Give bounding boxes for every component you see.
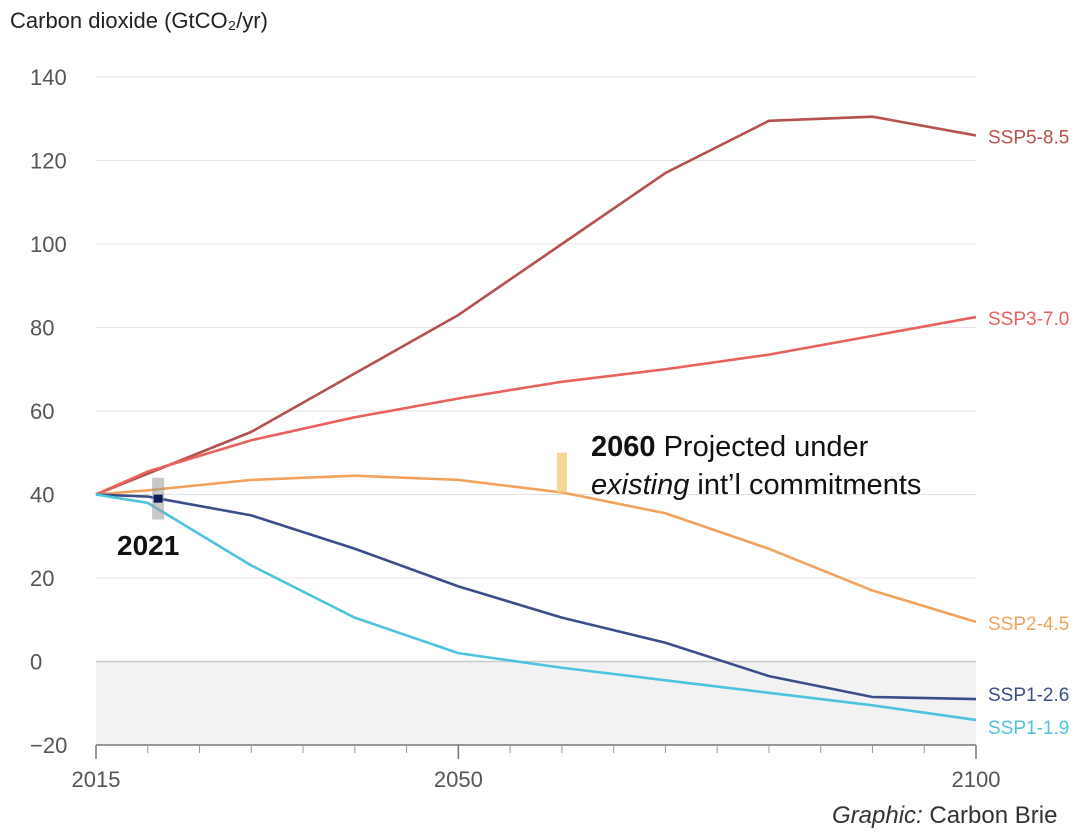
annotation-2060-year: 2060 [591,431,656,463]
series-label-ssp2-4.5: SSP2-4.5 [988,614,1069,635]
y-tick-label: −20 [30,733,67,758]
series-label-ssp1-1.9: SSP1-1.9 [988,718,1069,739]
y-tick-label: 100 [30,232,67,257]
graphic-credit: Graphic: Carbon Brie [832,802,1057,830]
credit-prefix: Graphic: [832,802,923,829]
annotation-2060: 2060 Projected under existing int’l comm… [591,428,921,504]
y-tick-label: 60 [30,399,54,424]
annotation-2060-line1: Projected under [663,431,869,463]
series-line-ssp1-2.6 [95,493,977,701]
x-tick-label: 2050 [434,767,483,792]
y-tick-label: 0 [30,650,42,675]
series-line-ssp3-7.0 [95,315,977,496]
y-tick-label: 20 [30,566,54,591]
marker-2060 [556,452,567,493]
y-tick-label: 80 [30,316,54,341]
series-label-ssp1-2.6: SSP1-2.6 [988,685,1069,706]
marker-2021-point [153,494,163,503]
y-tick-label: 40 [30,483,54,508]
negative-region [96,661,976,745]
series-line-ssp1-1.9 [95,493,977,722]
series-label-ssp5-8.5: SSP5-8.5 [988,127,1069,148]
annotation-2060-line2: int’l commitments [697,469,922,501]
y-axis-title: Carbon dioxide (GtCO₂/yr) [10,8,268,33]
y-tick-label: 140 [30,65,67,90]
series-line-ssp2-4.5 [95,474,977,624]
x-tick-label: 2100 [952,767,1001,792]
series-label-ssp3-7.0: SSP3-7.0 [988,309,1069,330]
annotation-2021: 2021 [117,530,180,561]
annotation-2060-existing: existing [591,469,690,501]
series-line-ssp5-8.5 [95,115,977,496]
y-tick-label: 120 [30,149,67,174]
credit-source: Carbon Brie [929,802,1058,829]
x-tick-label: 2015 [72,767,121,792]
